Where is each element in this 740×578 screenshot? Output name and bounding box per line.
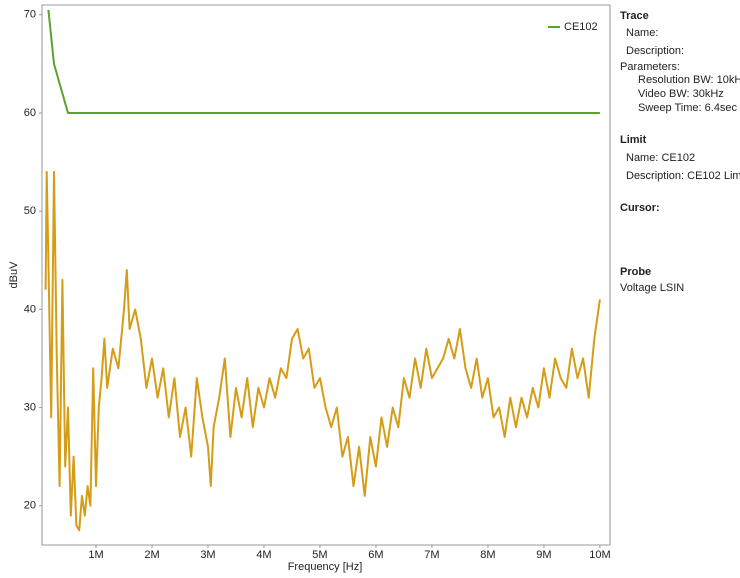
y-tick-label: 60: [24, 107, 36, 119]
series-line: [44, 170, 601, 532]
panel-text: Resolution BW: 10kHz: [638, 74, 740, 86]
plot-frame: [41, 4, 611, 546]
y-axis-label: dBuV: [8, 261, 20, 289]
x-tick-label: 7M: [424, 549, 439, 561]
legend-label: CE102: [564, 21, 598, 33]
panel-heading: Trace: [620, 10, 649, 22]
y-tick-label: 30: [24, 401, 36, 413]
x-axis-label: Frequency [Hz]: [288, 561, 363, 573]
x-tick-label: 9M: [536, 549, 551, 561]
panel-text: Sweep Time: 6.4sec: [638, 102, 738, 114]
panel-text: Parameters:: [620, 61, 680, 73]
x-tick-label: 1M: [88, 549, 103, 561]
x-tick-label: 5M: [312, 549, 327, 561]
x-tick-label: 3M: [200, 549, 215, 561]
panel-text: Voltage LSIN: [620, 282, 684, 294]
y-tick-label: 40: [24, 303, 36, 315]
info-panel: Trace Name: Description: Parameters: Res…: [620, 10, 740, 294]
x-tick-label: 4M: [256, 549, 271, 561]
x-tick-label: 2M: [144, 549, 159, 561]
y-tick-label: 20: [24, 500, 36, 512]
y-tick-label: 70: [24, 9, 36, 21]
x-tick-label: 8M: [480, 549, 495, 561]
panel-heading: Probe: [620, 266, 651, 278]
x-tick-label: 6M: [368, 549, 383, 561]
panel-text: Video BW: 30kHz: [638, 88, 724, 100]
series-line: [47, 9, 600, 114]
y-tick-label: 50: [24, 205, 36, 217]
panel-heading: Cursor:: [620, 202, 660, 214]
panel-text: Name: CE102: [626, 152, 695, 164]
panel-text: Description: CE102 Limit: [626, 170, 740, 182]
x-tick-label: 10M: [589, 549, 610, 561]
panel-text: Description:: [626, 45, 684, 57]
panel-heading: Limit: [620, 134, 647, 146]
panel-text: Name:: [626, 27, 658, 39]
